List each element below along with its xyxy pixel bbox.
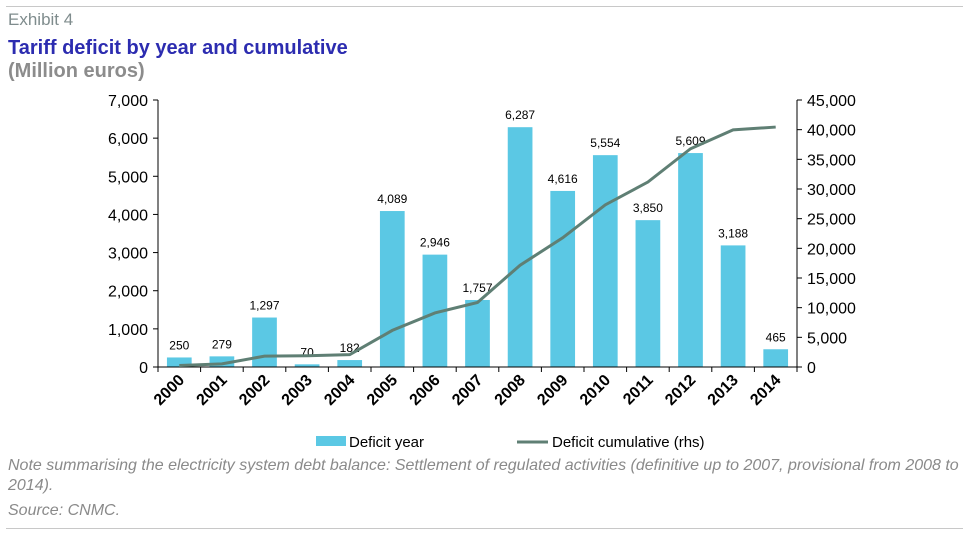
exhibit-label: Exhibit 4	[8, 10, 74, 29]
bar-label-2007: 1,757	[462, 281, 492, 295]
bar-2004	[337, 360, 363, 367]
right-tick-label: 0	[807, 360, 816, 377]
left-tick-label: 4,000	[108, 207, 148, 224]
bar-2014	[763, 349, 789, 367]
right-tick-label: 10,000	[807, 301, 856, 318]
left-tick-label: 1,000	[108, 322, 148, 339]
bar-label-2001: 279	[212, 337, 232, 351]
left-tick-label: 6,000	[108, 131, 148, 148]
bar-2009	[550, 190, 576, 367]
bar-label-2011: 3,850	[633, 201, 663, 215]
right-tick-label: 20,000	[807, 241, 856, 258]
left-tick-label: 0	[139, 360, 148, 377]
left-tick-label: 2,000	[108, 284, 148, 301]
right-tick-label: 25,000	[807, 212, 856, 229]
top-rule	[6, 6, 963, 7]
bottom-rule	[6, 528, 963, 529]
legend-line-label: Deficit cumulative (rhs)	[552, 434, 705, 451]
x-tick-label-2002: 2002	[236, 372, 273, 409]
bar-label-2009: 4,616	[548, 172, 578, 186]
left-tick-label: 5,000	[108, 169, 148, 186]
x-tick-label-2012: 2012	[662, 372, 699, 409]
chart-source: Source: CNMC.	[8, 502, 121, 519]
bar-2007	[465, 299, 490, 367]
legend-bar-swatch	[316, 436, 346, 446]
x-tick-label-2013: 2013	[705, 372, 742, 409]
right-tick-label: 40,000	[807, 123, 856, 140]
right-tick-label: 30,000	[807, 182, 856, 199]
bar-2012	[678, 153, 703, 367]
bar-2002	[252, 317, 277, 367]
left-tick-label: 7,000	[108, 93, 148, 110]
bar-2003	[294, 364, 320, 367]
bar-label-2002: 1,297	[249, 299, 279, 313]
x-tick-label-2004: 2004	[321, 372, 358, 409]
chart-note: Note summarising the electricity system …	[8, 457, 959, 494]
bar-2011	[635, 220, 661, 367]
bar-label-2010: 5,554	[590, 136, 620, 150]
x-tick-label-2001: 2001	[194, 372, 231, 409]
x-tick-label-2000: 2000	[151, 372, 188, 409]
bar-2001	[209, 356, 235, 367]
x-tick-label-2007: 2007	[449, 372, 486, 409]
left-tick-label: 3,000	[108, 246, 148, 263]
x-tick-label-2014: 2014	[747, 372, 784, 409]
bar-label-2012: 5,609	[675, 134, 705, 148]
x-tick-label-2009: 2009	[534, 372, 571, 409]
chart-title: Tariff deficit by year and cumulative	[8, 37, 348, 59]
right-tick-label: 15,000	[807, 271, 856, 288]
cumulative-line	[179, 125, 776, 368]
bar-2013	[720, 245, 746, 367]
bar-2000	[166, 357, 192, 367]
bar-label-2013: 3,188	[718, 226, 748, 240]
bar-2008	[507, 127, 533, 367]
bar-label-2008: 6,287	[505, 108, 535, 122]
right-tick-label: 5,000	[807, 330, 847, 347]
bar-label-2005: 4,089	[377, 192, 407, 206]
bar-label-2006: 2,946	[420, 236, 450, 250]
bar-label-2000: 250	[169, 338, 189, 352]
bar-2010	[592, 155, 618, 367]
x-tick-label-2005: 2005	[364, 372, 401, 409]
bar-2005	[379, 211, 405, 367]
legend-bar-label: Deficit year	[349, 434, 424, 451]
x-tick-label-2010: 2010	[577, 372, 614, 409]
x-tick-label-2003: 2003	[279, 372, 316, 409]
right-tick-label: 35,000	[807, 152, 856, 169]
x-tick-label-2011: 2011	[620, 372, 657, 409]
bar-label-2014: 465	[766, 330, 786, 344]
chart-subtitle: (Million euros)	[8, 60, 145, 82]
x-tick-label-2006: 2006	[407, 372, 444, 409]
right-tick-label: 45,000	[807, 93, 856, 110]
x-tick-label-2008: 2008	[492, 372, 529, 409]
